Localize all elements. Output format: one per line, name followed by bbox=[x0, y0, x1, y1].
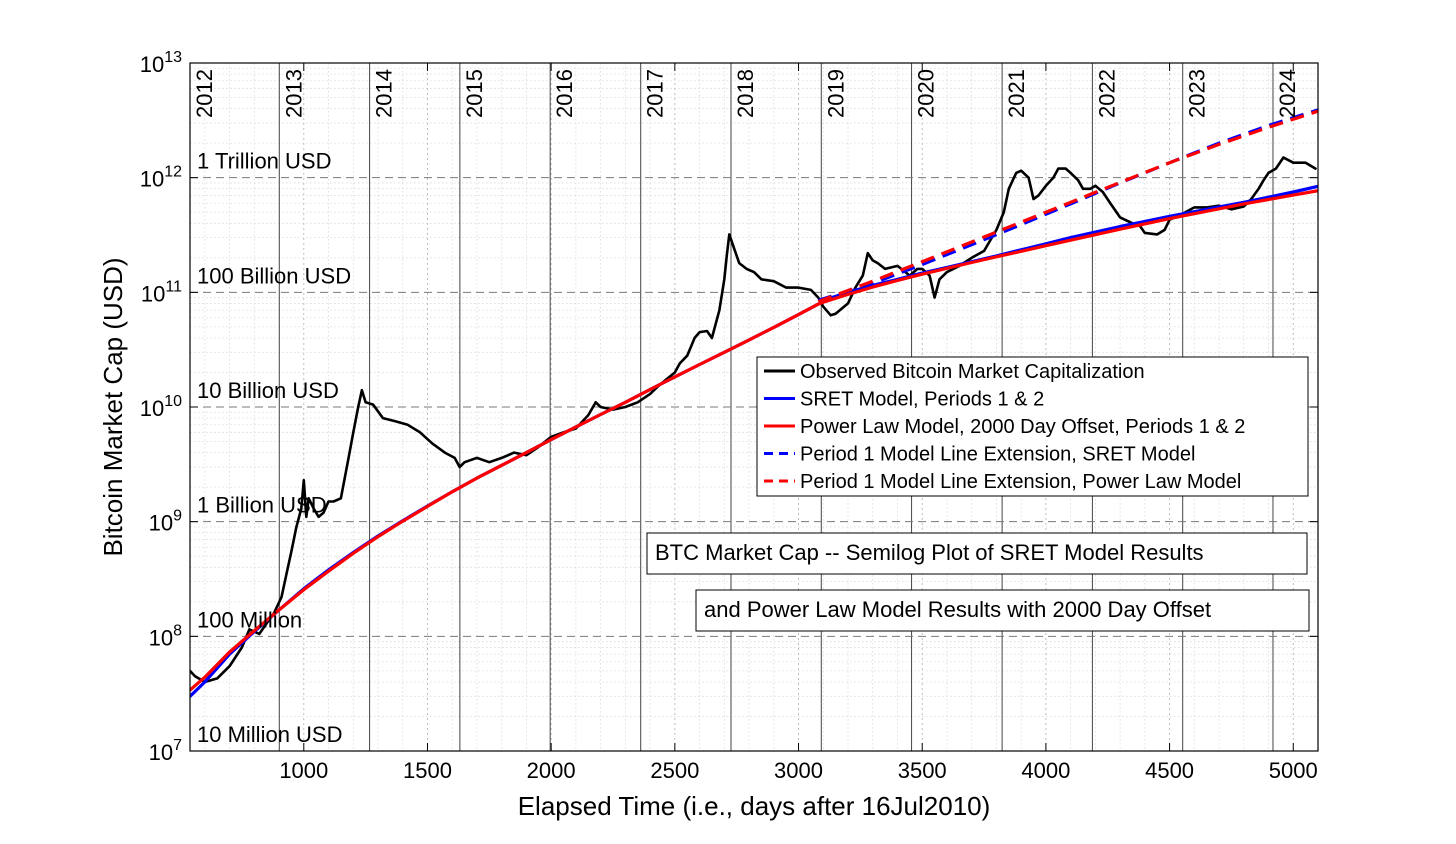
legend-box bbox=[756, 356, 1309, 497]
y-tick-label: 107 bbox=[149, 737, 182, 765]
x-axis-label: Elapsed Time (i.e., days after 16Jul2010… bbox=[518, 791, 991, 821]
y-tick-label: 1011 bbox=[141, 278, 182, 306]
year-label: 2017 bbox=[643, 69, 668, 118]
legend-items: Observed Bitcoin Market Capitalization SR… bbox=[764, 361, 1245, 493]
x-tick-label: 3000 bbox=[774, 758, 823, 783]
legend-label: Observed Bitcoin Market Capitalization bbox=[800, 361, 1145, 383]
x-tick-label: 1000 bbox=[279, 758, 328, 783]
y-axis-ticks: 107 108 109 1010 1011 1012 1013 bbox=[140, 49, 1318, 765]
year-label: 2014 bbox=[372, 69, 397, 118]
series-line-4 bbox=[817, 109, 1318, 304]
annotation-2: and Power Law Model Results with 2000 Da… bbox=[695, 589, 1310, 632]
legend-label: Period 1 Model Line Extension, Power Law… bbox=[800, 471, 1241, 493]
reference-label: 100 Million bbox=[197, 607, 302, 632]
series-line-2 bbox=[190, 189, 1318, 692]
reference-label: 1 Trillion USD bbox=[197, 149, 331, 174]
legend: Observed Bitcoin Market Capitalization SR… bbox=[756, 356, 1309, 497]
y-tick-label: 108 bbox=[149, 622, 182, 650]
y-tick-label: 1012 bbox=[140, 164, 182, 192]
year-label: 2012 bbox=[192, 69, 217, 118]
year-label: 2021 bbox=[1004, 69, 1029, 118]
year-label: 2022 bbox=[1094, 69, 1119, 118]
annotation-2-box bbox=[695, 589, 1310, 632]
x-tick-label: 5000 bbox=[1269, 758, 1318, 783]
x-tick-label: 2000 bbox=[527, 758, 576, 783]
x-tick-label: 3500 bbox=[898, 758, 947, 783]
x-tick-label: 1500 bbox=[403, 758, 452, 783]
y-axis-label: Bitcoin Market Cap (USD) bbox=[98, 257, 128, 556]
series-layer bbox=[190, 108, 1318, 698]
year-label: 2016 bbox=[552, 69, 577, 118]
year-label: 2013 bbox=[281, 69, 306, 118]
series-line-0 bbox=[190, 156, 1317, 684]
legend-label: Period 1 Model Line Extension, SRET Mode… bbox=[800, 444, 1195, 466]
y-tick-label: 109 bbox=[149, 508, 182, 536]
legend-label: Power Law Model, 2000 Day Offset, Period… bbox=[800, 416, 1245, 438]
x-axis-ticks: 1000 1500 2000 2500 3000 3500 4000 4500 5000 bbox=[279, 63, 1318, 783]
reference-label: 10 Million USD bbox=[197, 722, 343, 747]
annotation-1: BTC Market Cap -- Semilog Plot of SRET M… bbox=[646, 532, 1308, 575]
year-labels: 2012 2013 2014 2015 2016 2017 2018 2019 2020 2021… bbox=[192, 69, 1300, 118]
year-label: 2023 bbox=[1185, 69, 1210, 118]
year-label: 2020 bbox=[914, 69, 939, 118]
annotation-1-box bbox=[646, 532, 1308, 575]
year-label: 2015 bbox=[462, 69, 487, 118]
year-label: 2018 bbox=[733, 69, 758, 118]
reference-label: 100 Billion USD bbox=[197, 263, 351, 288]
y-tick-label: 1010 bbox=[140, 393, 182, 421]
annotation-1-text: BTC Market Cap -- Semilog Plot of SRET M… bbox=[655, 540, 1204, 565]
year-label: 2024 bbox=[1275, 69, 1300, 118]
reference-labels: 1 Trillion USD 100 Billion USD 10 Billion … bbox=[197, 149, 351, 747]
x-tick-label: 2500 bbox=[650, 758, 699, 783]
reference-label: 1 Billion USD bbox=[197, 493, 327, 518]
legend-label: SRET Model, Periods 1 & 2 bbox=[800, 389, 1044, 411]
year-label: 2019 bbox=[823, 69, 848, 118]
y-tick-label: 1013 bbox=[140, 49, 182, 77]
x-tick-label: 4000 bbox=[1021, 758, 1070, 783]
annotation-2-text: and Power Law Model Results with 2000 Da… bbox=[704, 597, 1211, 622]
reference-label: 10 Billion USD bbox=[197, 378, 339, 403]
x-tick-label: 4500 bbox=[1145, 758, 1194, 783]
